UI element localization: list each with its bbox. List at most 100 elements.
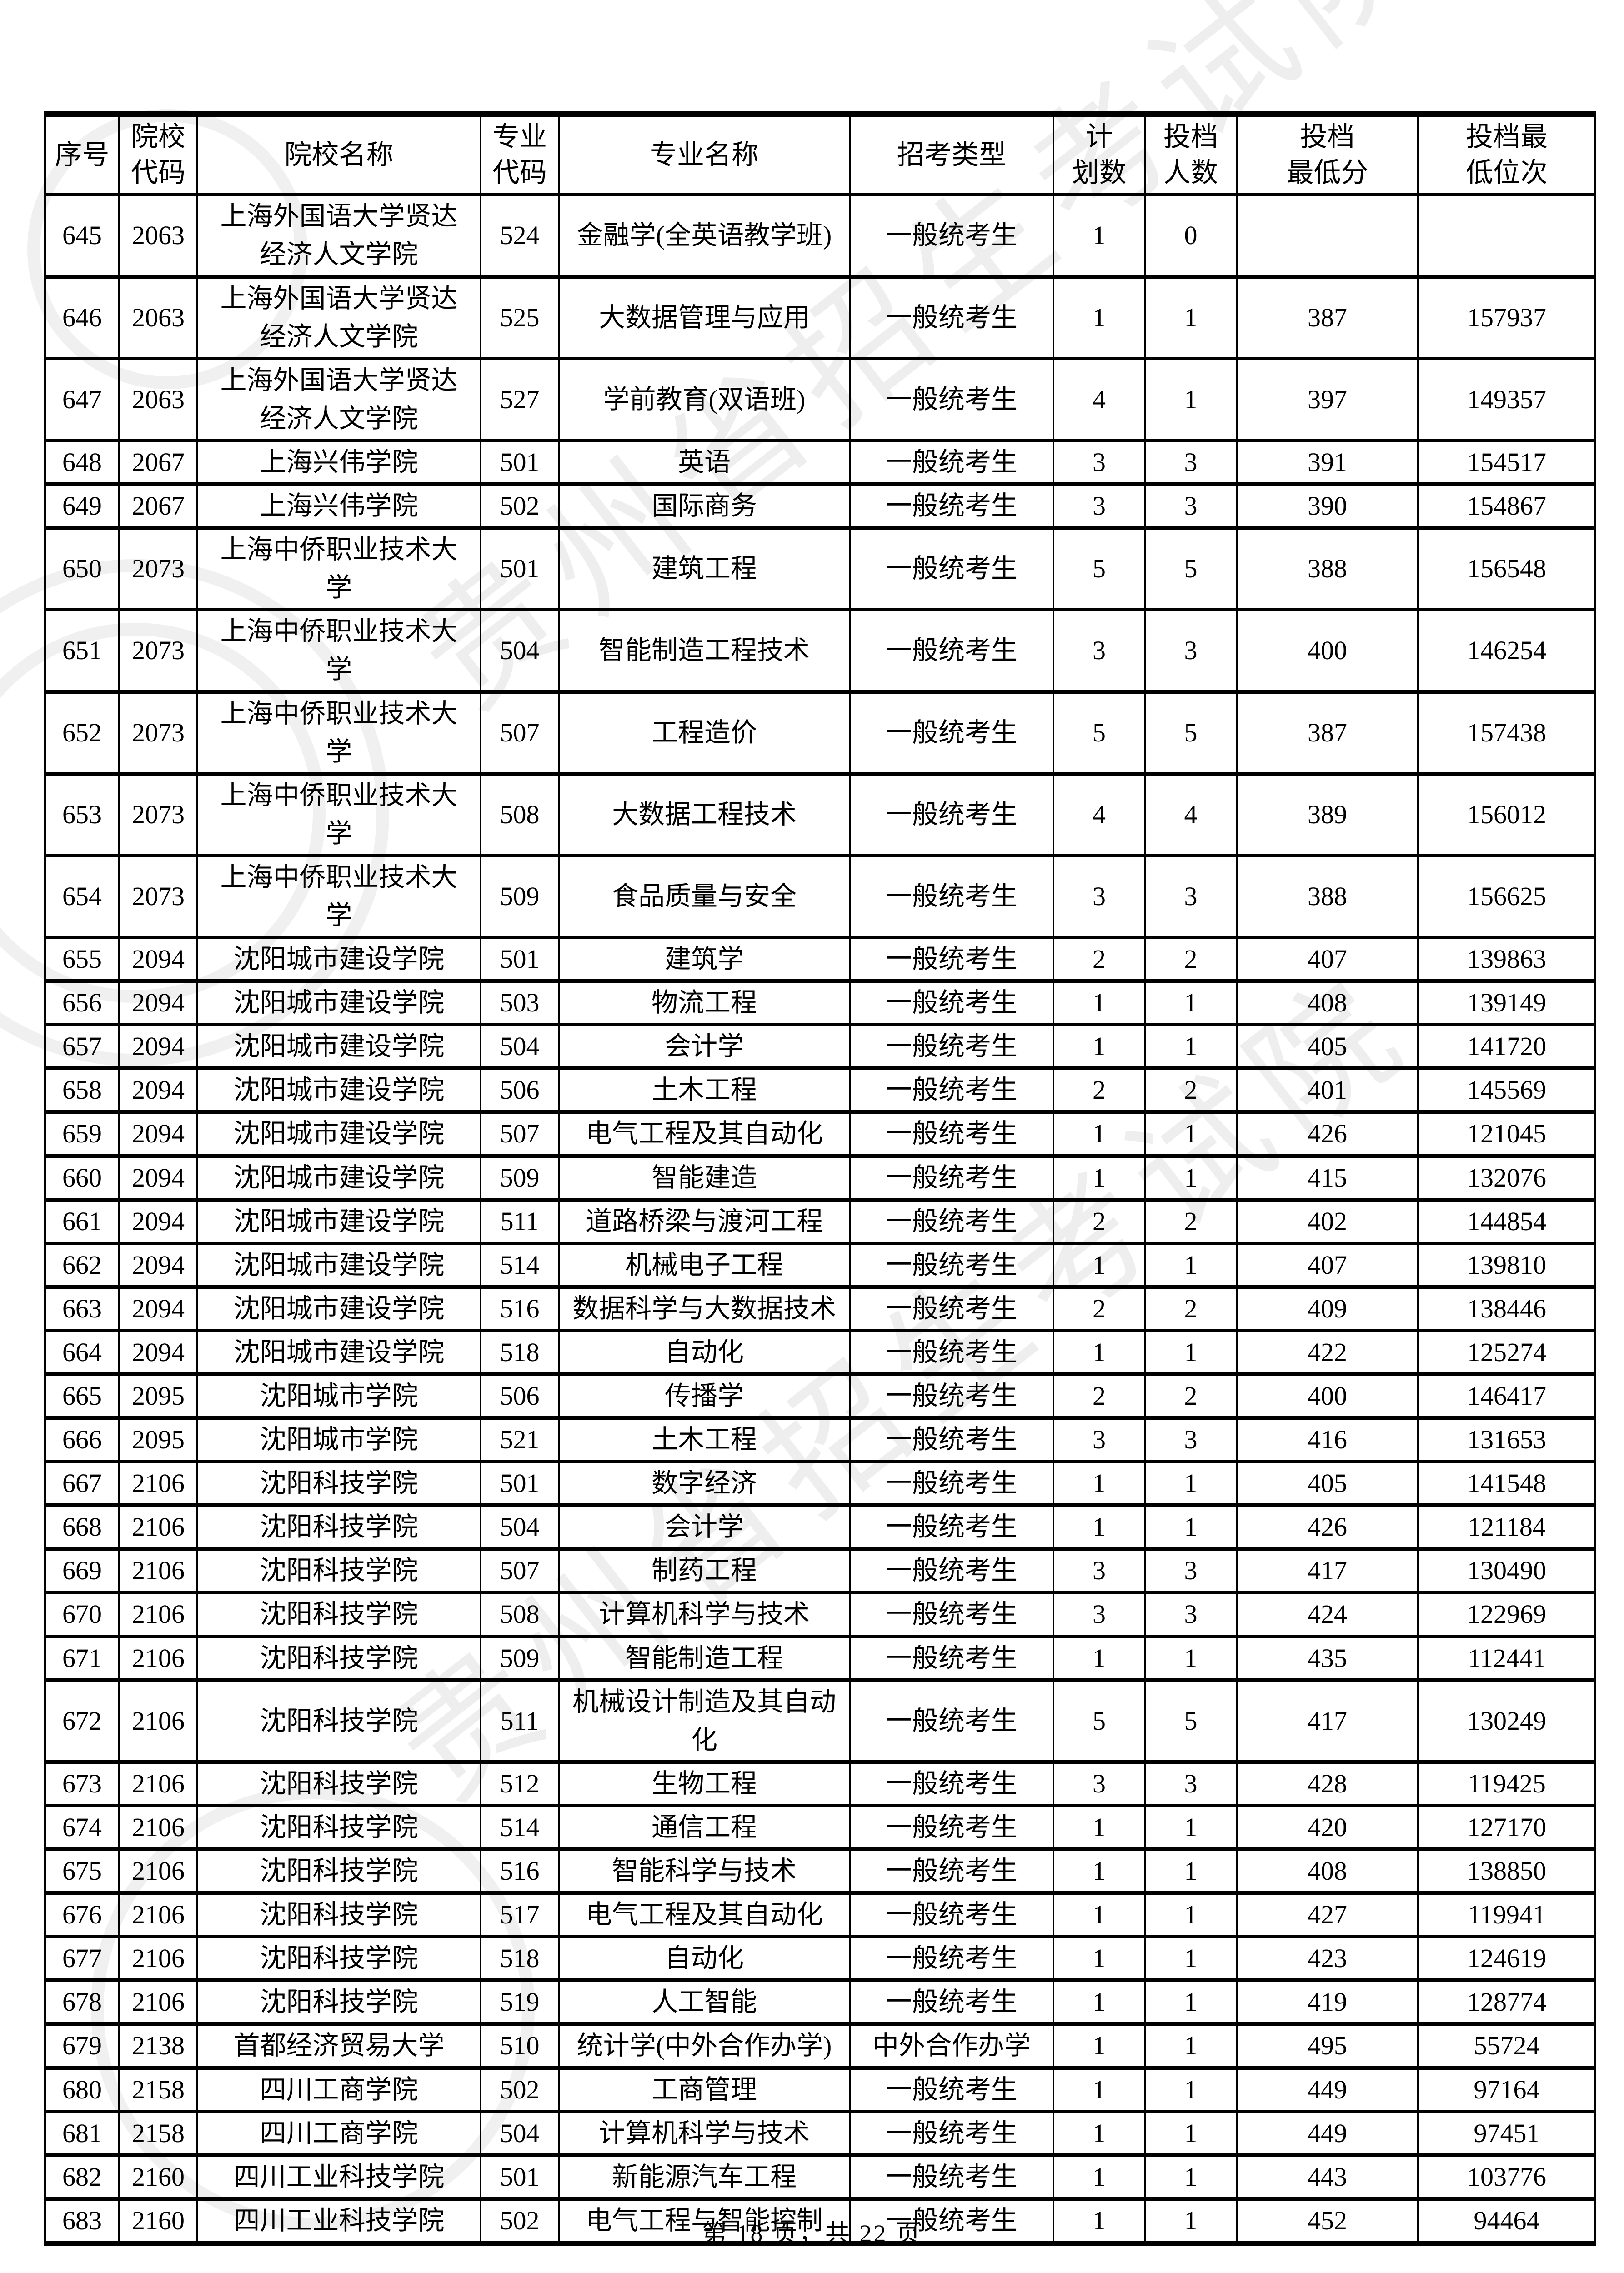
- table-row: 666 2095 沈阳城市学院 521 土木工程 一般统考生 3 3 416 131653: [44, 1416, 1596, 1464]
- table-cell: 2106: [118, 1978, 198, 2026]
- table-cell: 651: [44, 608, 120, 694]
- table-cell: 1: [1144, 2066, 1238, 2113]
- table-cell: 661: [44, 1197, 120, 1245]
- table-cell: 2063: [118, 275, 198, 360]
- table-cell: 一般统考生: [849, 2066, 1054, 2113]
- table-cell: 沈阳科技学院: [196, 1591, 481, 1638]
- table-cell: 沈阳科技学院: [196, 1935, 481, 1983]
- table-cell: 上海外国语大学贤达经济人文学院: [196, 275, 481, 360]
- table-cell: [1236, 193, 1419, 279]
- table-cell: 2095: [118, 1372, 198, 1420]
- table-cell: 2106: [118, 1935, 198, 1983]
- table-row: 667 2106 沈阳科技学院 501 数字经济 一般统考生 1 1 405 141548: [44, 1460, 1596, 1507]
- table-cell: 119425: [1417, 1760, 1596, 1807]
- table-cell: 沈阳城市建设学院: [196, 1328, 481, 1377]
- table-cell: 139149: [1417, 979, 1596, 1027]
- table-cell: 1: [1144, 2197, 1238, 2245]
- table-cell: 405: [1236, 1460, 1419, 1507]
- table-cell: 5: [1053, 690, 1146, 776]
- table-cell: 2106: [118, 1678, 198, 1764]
- table-cell: 2: [1144, 1197, 1238, 1245]
- table-cell: 1: [1144, 1241, 1238, 1289]
- table-cell: 1: [1144, 979, 1238, 1027]
- table-cell: 一般统考生: [849, 275, 1054, 360]
- table-cell: 1: [1053, 979, 1146, 1027]
- table-cell: 149357: [1417, 356, 1596, 442]
- table-cell: 422: [1236, 1328, 1419, 1377]
- table-cell: 自动化: [558, 1935, 851, 1983]
- table-cell: 1: [1053, 1634, 1146, 1682]
- table-cell: 401: [1236, 1066, 1419, 1114]
- table-cell: 2106: [118, 1847, 198, 1895]
- table-cell: 2094: [118, 1154, 198, 1202]
- table-cell: 682: [44, 2153, 120, 2201]
- table-row: 654 2073 上海中侨职业技术大学 509 食品质量与安全 一般统考生 3 3 388 156…: [44, 853, 1596, 940]
- table-cell: 3: [1053, 1547, 1146, 1595]
- table-cell: 389: [1236, 771, 1419, 857]
- table-row: 682 2160 四川工业科技学院 501 新能源汽车工程 一般统考生 1 1 443 10377…: [44, 2153, 1596, 2201]
- table-cell: 407: [1236, 936, 1419, 983]
- table-cell: 2: [1053, 1285, 1146, 1332]
- table-cell: 制药工程: [558, 1547, 851, 1595]
- column-header-plan-count: 计 划数: [1053, 112, 1146, 197]
- table-cell: 1: [1053, 1978, 1146, 2026]
- table-cell: 一般统考生: [849, 1760, 1054, 1807]
- table-cell: 一般统考生: [849, 1547, 1054, 1595]
- table-cell: 1: [1053, 1891, 1146, 1939]
- table-cell: 665: [44, 1372, 120, 1420]
- table-cell: 664: [44, 1328, 120, 1377]
- table-cell: 1: [1053, 2153, 1146, 2201]
- table-cell: 156625: [1417, 853, 1596, 940]
- table-cell: 127170: [1417, 1803, 1596, 1852]
- table-row: 680 2158 四川工商学院 502 工商管理 一般统考生 1 1 449 97164: [44, 2066, 1596, 2113]
- table-cell: 2094: [118, 1328, 198, 1377]
- table-cell: 土木工程: [558, 1066, 851, 1114]
- table-cell: 139810: [1417, 1241, 1596, 1289]
- table-cell: 518: [480, 1328, 560, 1377]
- table-cell: 上海中侨职业技术大学: [196, 608, 481, 694]
- table-cell: 504: [480, 608, 560, 694]
- table-cell: 沈阳科技学院: [196, 1678, 481, 1764]
- table-cell: 154517: [1417, 438, 1596, 486]
- table-cell: 统计学(中外合作办学): [558, 2022, 851, 2070]
- table-cell: 2106: [118, 1891, 198, 1939]
- table-cell: 沈阳城市建设学院: [196, 1197, 481, 1245]
- table-cell: 670: [44, 1591, 120, 1638]
- table-cell: 2073: [118, 608, 198, 694]
- table-cell: 物流工程: [558, 979, 851, 1027]
- table-cell: 94464: [1417, 2197, 1596, 2245]
- table-cell: 677: [44, 1935, 120, 1983]
- table-cell: 1: [1053, 2109, 1146, 2157]
- table-body: 645 2063 上海外国语大学贤达经济人文学院 524 金融学(全英语教学班) 一般统考…: [44, 193, 1596, 2245]
- table-cell: 417: [1236, 1678, 1419, 1764]
- table-cell: 103776: [1417, 2153, 1596, 2201]
- table-cell: 3: [1144, 1416, 1238, 1464]
- table-cell: 会计学: [558, 1503, 851, 1551]
- table-cell: 建筑工程: [558, 526, 851, 612]
- table-cell: 沈阳城市建设学院: [196, 1023, 481, 1071]
- table-cell: 146417: [1417, 1372, 1596, 1420]
- table-row: 679 2138 首都经济贸易大学 510 统计学(中外合作办学) 中外合作办学 1 1 495…: [44, 2022, 1596, 2070]
- table-cell: 504: [480, 2109, 560, 2157]
- table-cell: 3: [1144, 1591, 1238, 1638]
- table-cell: 426: [1236, 1503, 1419, 1551]
- table-cell: 130249: [1417, 1678, 1596, 1764]
- table-cell: 1: [1053, 2197, 1146, 2245]
- table-cell: 3: [1053, 1591, 1146, 1638]
- table-row: 653 2073 上海中侨职业技术大学 508 大数据工程技术 一般统考生 4 4 389 156…: [44, 771, 1596, 857]
- table-cell: 663: [44, 1285, 120, 1332]
- table-cell: 一般统考生: [849, 1935, 1054, 1983]
- table-cell: 2095: [118, 1416, 198, 1464]
- table-row: 658 2094 沈阳城市建设学院 506 土木工程 一般统考生 2 2 401 145569: [44, 1066, 1596, 1114]
- table-cell: 506: [480, 1372, 560, 1420]
- table-row: 659 2094 沈阳城市建设学院 507 电气工程及其自动化 一般统考生 1 1 426 121…: [44, 1110, 1596, 1158]
- table-cell: 一般统考生: [849, 1460, 1054, 1507]
- table-cell: 417: [1236, 1547, 1419, 1595]
- table-cell: 1: [1053, 2022, 1146, 2070]
- table-cell: 426: [1236, 1110, 1419, 1158]
- column-header-college-code: 院校 代码: [118, 112, 198, 197]
- table-cell: 5: [1144, 1678, 1238, 1764]
- table-cell: 507: [480, 690, 560, 776]
- table-row: 650 2073 上海中侨职业技术大学 501 建筑工程 一般统考生 5 5 388 156548: [44, 526, 1596, 612]
- table-cell: 2094: [118, 1023, 198, 1071]
